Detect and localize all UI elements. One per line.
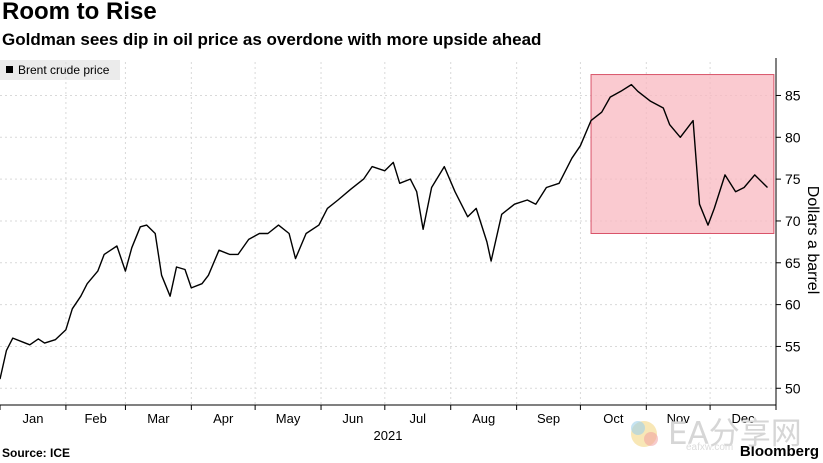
chart-subtitle: Goldman sees dip in oil price as overdon… bbox=[2, 30, 542, 49]
source-note: Source: ICE bbox=[2, 446, 71, 460]
series-line-brent-crude-price bbox=[0, 83, 768, 380]
y-axis-label: Dollars a barrel bbox=[804, 186, 821, 294]
chart-title: Room to Rise bbox=[2, 0, 157, 25]
y-tick-label: 85 bbox=[785, 87, 801, 103]
watermark: EA分享网 eafxw.com bbox=[618, 408, 823, 456]
highlight-box bbox=[590, 74, 775, 234]
legend-label: Brent crude price bbox=[18, 63, 110, 77]
watermark-subtext: eafxw.com bbox=[686, 442, 734, 453]
x-tick-label: Aug bbox=[472, 411, 495, 426]
x-tick-label: Apr bbox=[213, 411, 234, 426]
x-tick-label: Mar bbox=[147, 411, 170, 426]
y-tick-label: 65 bbox=[785, 255, 801, 271]
y-tick-label: 55 bbox=[785, 338, 801, 354]
x-tick-label: Sep bbox=[537, 411, 560, 426]
x-tick-label: Oct bbox=[603, 411, 624, 426]
x-tick-label: May bbox=[276, 411, 301, 426]
bloomberg-logo: Bloomberg bbox=[739, 443, 819, 460]
x-tick-label: Nov bbox=[667, 411, 691, 426]
y-tick-label: 75 bbox=[785, 171, 801, 187]
legend: Brent crude price bbox=[0, 60, 120, 80]
x-axis-year-label: 2021 bbox=[374, 428, 403, 443]
watermark-logo-icon bbox=[631, 421, 658, 447]
watermark-text: EA分享网 bbox=[668, 416, 802, 452]
y-tick-label: 60 bbox=[785, 297, 801, 313]
y-tick-label: 70 bbox=[785, 213, 801, 229]
x-tick-label: Jul bbox=[409, 411, 426, 426]
x-tick-label: Feb bbox=[84, 411, 106, 426]
x-tick-label: Dec bbox=[731, 411, 755, 426]
legend-swatch bbox=[6, 66, 13, 73]
x-tick-label: Jan bbox=[22, 411, 43, 426]
y-tick-label: 80 bbox=[785, 129, 801, 145]
x-tick-label: Jun bbox=[342, 411, 363, 426]
y-tick-label: 50 bbox=[785, 380, 801, 396]
